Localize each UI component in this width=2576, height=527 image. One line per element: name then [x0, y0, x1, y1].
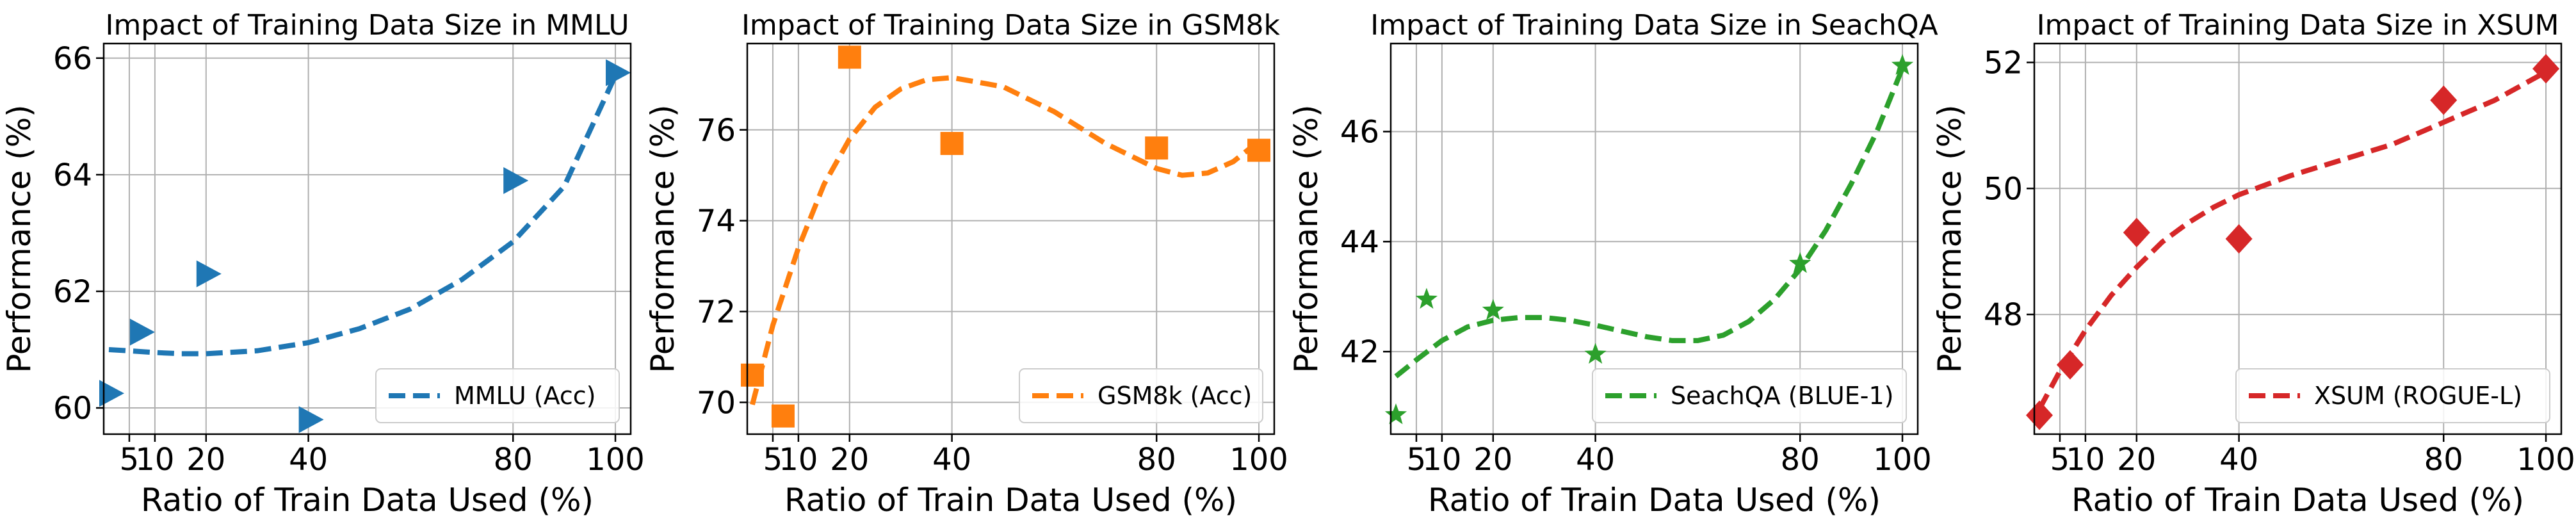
data-point: [740, 363, 764, 387]
x-tick-label: 100: [1229, 442, 1288, 478]
chart-title: Impact of Training Data Size in MMLU: [105, 9, 629, 42]
x-axis-label: Ratio of Train Data Used (%): [141, 482, 594, 519]
chart-panel-4: 510 20 40 80 100 48 50 52 Impact of Training Dat…: [1931, 9, 2575, 519]
y-axis-label: Performance (%): [1931, 104, 1968, 373]
y-tick-label: 46: [1340, 114, 1379, 150]
y-tick-label: 64: [53, 158, 92, 193]
data-point: [838, 45, 861, 69]
data-point: [1145, 136, 1169, 160]
data-point: [503, 166, 529, 194]
x-tick-label: 20: [1473, 442, 1512, 478]
x-tick-label: 10: [2066, 442, 2105, 478]
legend: SeachQA (BLUE-1): [1592, 368, 1907, 423]
data-point: [2225, 224, 2253, 254]
x-tick-label: 10: [1422, 442, 1461, 478]
x-tick-label: 80: [1137, 442, 1176, 478]
x-tick-label: 80: [494, 442, 533, 478]
data-point: [771, 404, 795, 428]
x-tick-label: 40: [2219, 442, 2258, 478]
data-point: [1891, 54, 1914, 75]
legend-label: MMLU (Acc): [454, 382, 596, 410]
x-tick-label: 10: [779, 442, 818, 478]
legend-box: [2235, 368, 2550, 423]
legend-label: GSM8k (Acc): [1098, 382, 1252, 410]
x-tick-label: 5: [2050, 442, 2070, 478]
fit-line: [1394, 67, 1905, 378]
x-tick-label: 20: [830, 442, 869, 478]
data-point: [2532, 54, 2560, 84]
x-tick-label: 20: [186, 442, 225, 478]
data-point: [940, 132, 964, 156]
chart-title: Impact of Training Data Size in SeachQA: [1370, 9, 1938, 42]
fit-line: [2037, 69, 2547, 410]
data-point: [2056, 350, 2084, 380]
x-tick-label: 10: [135, 442, 174, 478]
y-tick-label: 62: [53, 274, 92, 310]
axes-frame: [1389, 42, 1919, 435]
y-tick-label: 60: [53, 391, 92, 426]
legend-box: [1019, 368, 1263, 423]
data-point: [298, 406, 324, 434]
y-tick-label: 48: [1984, 297, 2023, 333]
y-tick-label: 66: [53, 41, 92, 77]
x-tick-label: 40: [932, 442, 971, 478]
legend-box: [375, 368, 620, 423]
x-tick-label: 5: [120, 442, 140, 478]
y-tick-label: 42: [1340, 334, 1379, 370]
data-point: [1482, 298, 1504, 320]
chart-panel-1: 510 20 40 80 100 60 62 64 66 Impact of Training D…: [1, 9, 645, 519]
x-tick-label: 100: [1873, 442, 1932, 478]
x-axis-label: Ratio of Train Data Used (%): [2071, 482, 2524, 519]
data-point: [1384, 403, 1407, 425]
x-tick-label: 5: [1407, 442, 1427, 478]
axes-frame: [2033, 42, 2563, 435]
legend-box: [1592, 368, 1907, 423]
x-tick-label: 80: [1781, 442, 1820, 478]
chart-panel-3: 510 20 40 80 100 42 44 46 Impact of Training Dat…: [1288, 9, 1938, 519]
y-tick-label: 72: [697, 294, 736, 330]
y-tick-label: 44: [1340, 224, 1379, 260]
data-point: [1415, 288, 1438, 309]
axes-frame: [102, 42, 632, 435]
chart-title: Impact of Training Data Size in GSM8k: [741, 9, 1281, 42]
y-tick-label: 76: [697, 113, 736, 149]
x-tick-label: 100: [2516, 442, 2575, 478]
legend: XSUM (ROGUE-L): [2235, 368, 2550, 423]
chart-panel-2: 510 20 40 80 100 70 72 74 76 Impact of Training D…: [644, 9, 1288, 519]
legend-label: SeachQA (BLUE-1): [1671, 382, 1893, 410]
chart-title: Impact of Training Data Size in XSUM: [2037, 9, 2559, 42]
data-point: [2430, 85, 2458, 115]
y-tick-label: 52: [1984, 45, 2023, 81]
x-tick-label: 20: [2117, 442, 2156, 478]
axes-frame: [746, 42, 1276, 435]
y-axis-label: Performance (%): [644, 104, 681, 373]
fit-line: [108, 74, 618, 357]
x-tick-label: 5: [763, 442, 783, 478]
data-point: [1584, 343, 1607, 364]
data-point: [2123, 218, 2150, 248]
y-axis-label: Performance (%): [1, 104, 38, 373]
fit-line: [750, 75, 1261, 405]
data-point: [606, 59, 631, 86]
legend-label: XSUM (ROGUE-L): [2314, 382, 2522, 410]
data-point: [1247, 138, 1271, 162]
data-point: [129, 318, 155, 346]
x-tick-label: 100: [586, 442, 645, 478]
x-tick-label: 40: [1576, 442, 1615, 478]
x-axis-label: Ratio of Train Data Used (%): [784, 482, 1237, 519]
y-tick-label: 74: [697, 204, 736, 239]
y-axis-label: Performance (%): [1288, 104, 1325, 373]
y-tick-label: 50: [1984, 171, 2023, 207]
y-tick-label: 70: [697, 385, 736, 421]
x-tick-label: 40: [289, 442, 328, 478]
data-point: [1789, 252, 1811, 273]
x-tick-label: 80: [2424, 442, 2463, 478]
data-point: [99, 380, 124, 407]
data-point: [2025, 400, 2053, 430]
legend: MMLU (Acc): [375, 368, 620, 423]
data-point: [196, 260, 222, 288]
legend: GSM8k (Acc): [1019, 368, 1263, 423]
x-axis-label: Ratio of Train Data Used (%): [1428, 482, 1881, 519]
